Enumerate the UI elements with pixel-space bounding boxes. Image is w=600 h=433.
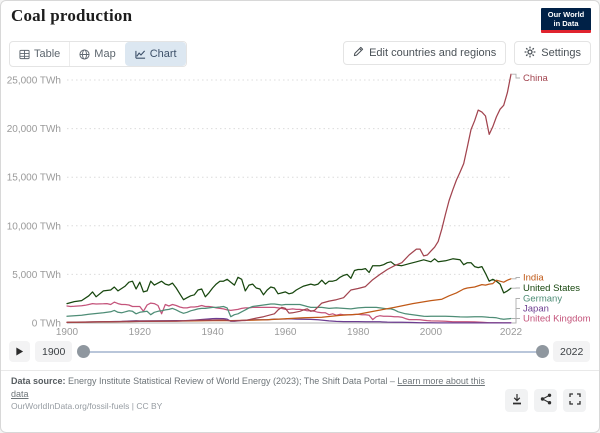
tab-chart[interactable]: Chart — [124, 42, 186, 66]
series-label-united-kingdom[interactable]: United Kingdom — [523, 314, 591, 325]
edit-countries-label: Edit countries and regions — [369, 47, 497, 59]
footer-action-buttons — [505, 389, 586, 412]
y-tick-label-5000: 5,000 TWh — [12, 270, 61, 281]
share-button[interactable] — [534, 389, 557, 412]
x-tick-label-2000: 2000 — [420, 327, 443, 338]
series-line-united-kingdom[interactable] — [66, 301, 512, 324]
tab-table[interactable]: Table — [10, 42, 69, 66]
tab-map[interactable]: Map — [69, 42, 124, 66]
series-line-united-states[interactable] — [66, 258, 512, 305]
x-tick-label-1960: 1960 — [274, 327, 297, 338]
series-line-china[interactable] — [66, 73, 512, 323]
series-label-united-states[interactable]: United States — [523, 283, 580, 294]
edit-countries-button[interactable]: Edit countries and regions — [343, 41, 507, 65]
data-source-note: Data source: Energy Institute Statistica… — [11, 375, 489, 401]
timeline-track[interactable] — [83, 350, 543, 353]
data-source-text: Energy Institute Statistical Review of W… — [65, 376, 398, 386]
chart-plot-area[interactable]: 0 TWh 5,000 TWh 10,000 TWh 15,000 TWh 20,000… — [1, 67, 600, 339]
owid-logo-line2: in Data — [553, 19, 579, 28]
tab-chart-label: Chart — [149, 48, 177, 60]
download-button[interactable] — [505, 389, 528, 412]
tab-table-label: Table — [34, 48, 61, 60]
series-label-china[interactable]: China — [523, 73, 549, 84]
share-icon — [540, 392, 552, 410]
fullscreen-button[interactable] — [563, 389, 586, 412]
citation-line: OurWorldInData.org/fossil-fuels | CC BY — [11, 401, 163, 411]
pencil-icon — [353, 46, 364, 60]
fullscreen-icon — [568, 392, 581, 410]
gear-icon — [524, 46, 536, 61]
y-tick-label-10000: 10,000 TWh — [7, 221, 61, 232]
label-connector-china — [512, 73, 520, 79]
timeline-end-year: 2022 — [553, 341, 591, 362]
x-tick-label-2022: 2022 — [500, 327, 523, 338]
globe-icon — [79, 48, 90, 60]
series-label-germany[interactable]: Germany — [523, 294, 562, 305]
x-tick-label-1980: 1980 — [347, 327, 370, 338]
x-tick-label-1900: 1900 — [56, 327, 79, 338]
play-button[interactable] — [9, 341, 30, 362]
tab-map-label: Map — [94, 48, 116, 60]
play-triangle-icon — [15, 343, 24, 361]
data-source-label: Data source: — [11, 376, 66, 386]
owid-logo-line1: Our World — [547, 9, 585, 19]
timeline-control: 1900 2022 — [1, 340, 599, 366]
y-tick-label-15000: 15,000 TWh — [7, 173, 61, 184]
series-label-india[interactable]: India — [523, 273, 544, 284]
settings-label: Settings — [541, 47, 581, 59]
settings-button[interactable]: Settings — [514, 41, 591, 65]
timeline-handle-start[interactable] — [77, 345, 90, 358]
table-grid-icon — [19, 49, 30, 60]
x-tick-label-1940: 1940 — [201, 327, 224, 338]
view-tabbar: Table Map Chart — [9, 41, 187, 67]
footer-divider — [1, 370, 599, 371]
series-line-germany[interactable] — [66, 303, 512, 320]
toolbar-buttons: Edit countries and regions Settings — [343, 41, 591, 65]
learn-more-link[interactable]: Learn more about this data — [11, 376, 485, 400]
line-chart-icon — [135, 49, 146, 60]
download-icon — [511, 392, 523, 410]
x-tick-label-1920: 1920 — [129, 327, 152, 338]
label-connector-india — [512, 277, 520, 280]
label-connector-united-kingdom — [512, 318, 520, 324]
y-tick-label-0: 0 TWh — [32, 319, 61, 330]
series-label-japan[interactable]: Japan — [523, 304, 549, 315]
owid-logo[interactable]: Our World in Data — [541, 8, 591, 33]
page-title: Coal production — [11, 6, 133, 25]
y-tick-label-25000: 25,000 TWh — [7, 76, 61, 87]
timeline-start-year: 1900 — [35, 341, 73, 362]
y-tick-label-20000: 20,000 TWh — [7, 124, 61, 135]
timeline-handle-end[interactable] — [536, 345, 549, 358]
